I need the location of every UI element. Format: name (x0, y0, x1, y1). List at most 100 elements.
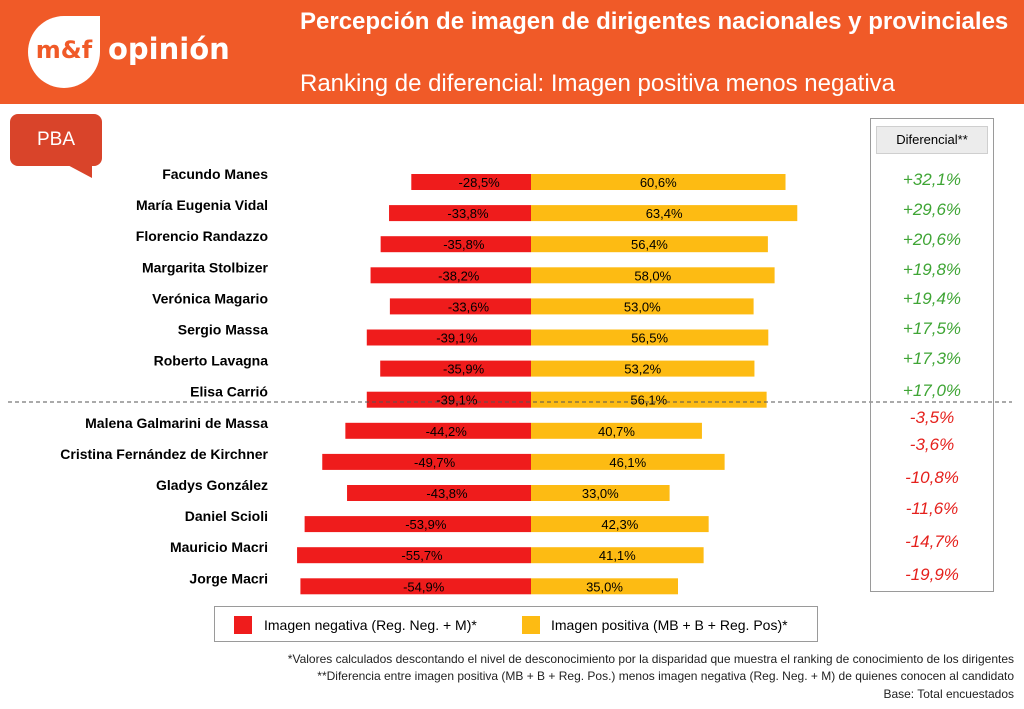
page-subtitle: Ranking de diferencial: Imagen positiva … (300, 70, 896, 97)
data-label-positive: 53,0% (624, 299, 661, 314)
bar-negative (347, 485, 531, 501)
legend-swatch-positive (522, 616, 540, 634)
data-label-negative: -28,5% (459, 175, 501, 190)
page-title: Percepción de imagen de dirigentes nacio… (300, 8, 1009, 35)
data-label-negative: -53,9% (405, 517, 447, 532)
bar-positive (531, 547, 704, 564)
bar-negative (322, 453, 531, 470)
bar-negative (389, 205, 531, 222)
data-label-positive: 56,4% (631, 237, 668, 252)
category-label: Gladys González (156, 477, 268, 493)
header-banner: m&f opinión Percepción de imagen de diri… (0, 0, 1024, 104)
category-label: Florencio Randazzo (136, 228, 268, 244)
differential-value: +29,6% (902, 200, 962, 219)
data-label-negative: -39,1% (436, 331, 478, 346)
footnote-base: Base: Total encuestados (883, 687, 1014, 701)
data-label-positive: 42,3% (601, 517, 638, 532)
bar-positive (531, 485, 670, 501)
bar-negative (380, 360, 531, 377)
bar-negative (366, 391, 531, 408)
bar-negative (345, 422, 531, 439)
data-label-positive: 41,1% (599, 548, 636, 563)
bar-negative (304, 516, 531, 533)
category-label: Mauricio Macri (170, 539, 268, 555)
category-label: Jorge Macri (189, 570, 268, 586)
differential-value: +19,8% (902, 260, 962, 279)
legend-label-positive: Imagen positiva (MB + B + Reg. Pos)* (551, 617, 788, 633)
data-label-negative: -35,8% (443, 237, 485, 252)
category-label: Cristina Fernández de Kirchner (60, 446, 268, 462)
category-label: María Eugenia Vidal (136, 197, 268, 213)
differential-value: +17,0% (902, 381, 962, 400)
data-label-positive: 63,4% (646, 206, 683, 221)
data-label-negative: -44,2% (426, 424, 468, 439)
differential-value: -11,6% (905, 499, 959, 518)
category-label: Margarita Stolbizer (142, 259, 269, 275)
bar-positive (531, 578, 678, 595)
category-label: Malena Galmarini de Massa (85, 415, 268, 431)
differential-value: -10,8% (905, 468, 959, 487)
data-label-positive: 60,6% (640, 175, 677, 190)
differential-value: +19,4% (902, 289, 962, 308)
differential-value: -14,7% (905, 532, 959, 551)
differential-value: +32,1% (902, 170, 962, 189)
differential-value: +20,6% (902, 230, 962, 249)
bar-positive (531, 422, 702, 439)
category-label: Roberto Lavagna (154, 353, 269, 369)
data-label-positive: 35,0% (586, 579, 623, 594)
differential-value: -19,9% (905, 565, 959, 584)
bar-positive (531, 391, 767, 408)
bar-negative (389, 298, 531, 315)
bar-positive (531, 360, 755, 377)
category-label: Daniel Scioli (185, 508, 268, 524)
bar-positive (531, 516, 709, 533)
legend-label-negative: Imagen negativa (Reg. Neg. + M)* (264, 617, 477, 633)
data-label-negative: -33,8% (447, 206, 489, 221)
footnote-1: *Valores calculados descontando el nivel… (287, 652, 1014, 666)
category-label: Elisa Carrió (190, 384, 268, 400)
bar-positive (531, 267, 775, 284)
logo-mark: m&f (35, 36, 93, 64)
data-label-negative: -38,2% (438, 268, 480, 283)
differential-value: -3,6% (909, 435, 955, 454)
region-badge-tail (62, 162, 92, 178)
category-label: Facundo Manes (162, 166, 268, 182)
bar-negative (300, 578, 531, 595)
data-label-negative: -33,6% (448, 299, 490, 314)
data-label-positive: 33,0% (582, 486, 619, 501)
data-label-positive: 46,1% (609, 455, 646, 470)
bar-positive (531, 205, 798, 222)
differential-panel (870, 118, 994, 592)
bar-negative (370, 267, 531, 284)
legend-swatch-negative (234, 616, 252, 634)
data-label-negative: -54,9% (403, 579, 445, 594)
data-label-positive: 40,7% (598, 424, 635, 439)
data-label-negative: -39,1% (436, 393, 478, 408)
data-label-negative: -35,9% (443, 362, 485, 377)
data-label-negative: -43,8% (426, 486, 468, 501)
footnote-2: **Diferencia entre imagen positiva (MB +… (317, 669, 1014, 683)
differential-value: -3,5% (909, 408, 955, 427)
data-label-positive: 56,1% (630, 393, 667, 408)
category-label: Sergio Massa (178, 322, 268, 338)
bar-positive (531, 174, 786, 190)
differential-header: Diferencial** (876, 126, 988, 154)
logo-mark-shape (28, 16, 100, 88)
data-label-positive: 56,5% (631, 331, 668, 346)
differential-value: +17,5% (902, 319, 962, 338)
category-label: Verónica Magario (152, 290, 268, 306)
data-label-negative: -49,7% (414, 455, 456, 470)
data-label-negative: -55,7% (401, 548, 443, 563)
legend (214, 606, 818, 642)
bar-negative (411, 174, 531, 190)
bar-negative (297, 547, 531, 564)
data-label-positive: 53,2% (624, 362, 661, 377)
bar-negative (380, 236, 531, 253)
data-label-positive: 58,0% (634, 268, 671, 283)
logo-word: opinión (108, 32, 230, 66)
bar-positive (531, 329, 769, 346)
bar-negative (366, 329, 531, 346)
bar-positive (531, 236, 768, 253)
region-badge: PBA (10, 114, 102, 166)
